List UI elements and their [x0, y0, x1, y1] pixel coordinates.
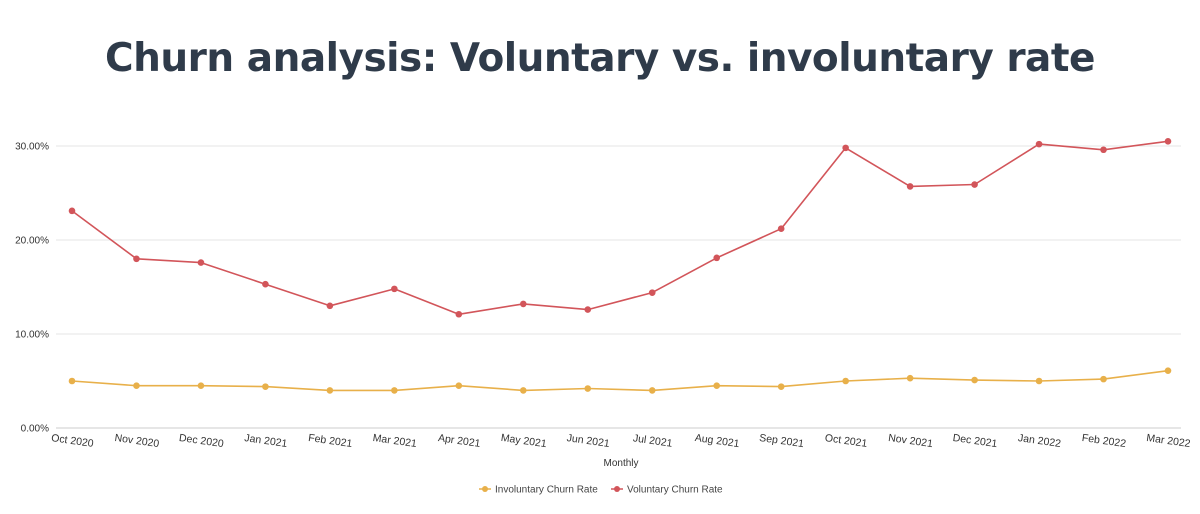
data-point[interactable]	[326, 302, 334, 310]
data-point[interactable]	[584, 385, 592, 392]
x-tick-label: Oct 2021	[824, 432, 868, 450]
x-tick-label: Dec 2021	[952, 432, 998, 450]
x-tick-label: Oct 2020	[50, 432, 94, 450]
x-tick-label: Nov 2020	[114, 432, 160, 450]
y-tick-label: 10.00%	[15, 330, 49, 341]
data-point[interactable]	[519, 387, 527, 394]
y-tick-label: 0.00%	[21, 424, 49, 435]
data-point[interactable]	[777, 383, 785, 390]
data-point[interactable]	[906, 374, 914, 382]
data-point[interactable]	[68, 207, 76, 215]
data-point[interactable]	[519, 300, 527, 308]
data-point[interactable]	[262, 280, 269, 288]
y-tick-label: 20.00%	[15, 236, 49, 247]
grid-lines	[56, 145, 1181, 429]
data-point[interactable]	[1100, 375, 1107, 383]
series-voluntary	[68, 138, 1172, 318]
series-group	[68, 138, 1172, 394]
legend-involuntary-marker	[482, 486, 488, 492]
data-point[interactable]	[1164, 367, 1172, 374]
data-point[interactable]	[326, 387, 334, 394]
data-point[interactable]	[971, 181, 978, 188]
data-point[interactable]	[391, 387, 398, 394]
data-point[interactable]	[455, 382, 463, 390]
chart-title: Churn analysis: Voluntary vs. involuntar…	[105, 36, 1095, 81]
x-tick-label: Mar 2021	[372, 432, 418, 450]
data-point[interactable]	[842, 377, 849, 385]
legend-item-involuntary[interactable]: Involuntary Churn Rate	[479, 485, 598, 496]
legend-voluntary-marker	[614, 486, 620, 492]
data-point[interactable]	[391, 285, 398, 293]
series-involuntary	[68, 367, 1172, 394]
data-point[interactable]	[713, 254, 721, 262]
data-point[interactable]	[197, 259, 205, 266]
x-axis-title: Monthly	[603, 458, 638, 469]
data-point[interactable]	[1100, 146, 1107, 154]
data-point[interactable]	[584, 306, 592, 313]
legend-involuntary-label: Involuntary Churn Rate	[495, 485, 598, 496]
x-tick-label: Apr 2021	[437, 432, 481, 450]
x-tick-label: Jun 2021	[566, 432, 611, 450]
x-tick-label: Feb 2022	[1081, 432, 1127, 450]
data-point[interactable]	[197, 382, 205, 390]
series-line	[71, 140, 1169, 316]
data-point[interactable]	[1164, 138, 1172, 145]
series-line	[71, 369, 1169, 392]
x-tick-label: Sep 2021	[758, 432, 804, 450]
x-tick-label: Feb 2021	[307, 432, 353, 450]
x-tick-label: Jan 2022	[1017, 432, 1062, 450]
x-tick-label: Aug 2021	[694, 432, 740, 450]
legend-item-voluntary[interactable]: Voluntary Churn Rate	[611, 485, 723, 496]
data-point[interactable]	[971, 376, 978, 384]
data-point[interactable]	[1035, 377, 1043, 385]
data-point[interactable]	[262, 383, 269, 390]
data-point[interactable]	[906, 183, 914, 190]
x-tick-label: Nov 2021	[887, 432, 933, 450]
data-point[interactable]	[1035, 140, 1043, 148]
legend-voluntary-label: Voluntary Churn Rate	[627, 485, 723, 496]
legend: Involuntary Churn Rate Voluntary Churn R…	[479, 485, 723, 496]
data-point[interactable]	[713, 382, 721, 390]
x-tick-label: Dec 2020	[178, 432, 224, 450]
x-tick-label: Mar 2022	[1146, 432, 1192, 450]
data-point[interactable]	[133, 382, 140, 390]
data-point[interactable]	[648, 289, 656, 296]
y-axis-ticks: 0.00% 10.00% 20.00% 30.00%	[15, 142, 49, 435]
x-tick-label: Jul 2021	[632, 432, 673, 449]
x-tick-label: May 2021	[500, 432, 547, 450]
data-point[interactable]	[133, 255, 140, 263]
data-point[interactable]	[842, 144, 849, 152]
x-axis-ticks: Oct 2020 Nov 2020 Dec 2020 Jan 2021 Feb 2021…	[50, 432, 1191, 450]
data-point[interactable]	[777, 225, 785, 233]
y-tick-label: 30.00%	[15, 142, 49, 153]
x-tick-label: Jan 2021	[244, 432, 289, 450]
data-point[interactable]	[455, 310, 463, 318]
data-point[interactable]	[68, 377, 76, 385]
data-point[interactable]	[648, 387, 656, 394]
